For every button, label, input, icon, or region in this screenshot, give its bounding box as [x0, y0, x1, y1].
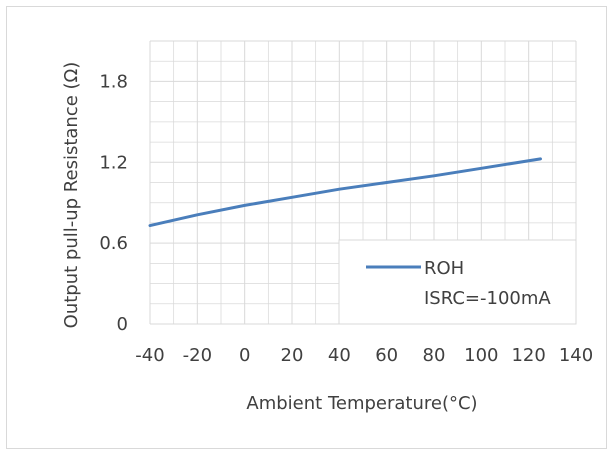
x-tick-label: -20 [183, 345, 212, 366]
x-tick-label: -40 [135, 345, 164, 366]
tick-layer: -40 -20 0 20 40 60 80 100 120 140 0 0.6 1.2 1.8 [99, 71, 593, 366]
legend-label-isrc: ISRC=-100mA [424, 288, 551, 309]
x-tick-label: 100 [464, 345, 498, 366]
legend-layer: ROH ISRC=-100mA [338, 239, 577, 325]
series-layer [148, 157, 542, 228]
x-tick-label: 80 [423, 345, 446, 366]
chart-border [6, 6, 607, 449]
x-axis-title: Ambient Temperature(°C) [246, 393, 477, 414]
legend-box [338, 239, 577, 325]
x-tick-label: 20 [281, 345, 304, 366]
x-tick-label: 0 [239, 345, 250, 366]
legend-label-roh: ROH [424, 258, 464, 279]
y-axis-title: Output pull-up Resistance (Ω) [61, 62, 82, 329]
y-tick-label: 0.6 [99, 233, 128, 254]
y-tick-label: 1.8 [99, 71, 128, 92]
series-line-roh [148, 157, 542, 228]
x-tick-label: 140 [559, 345, 593, 366]
x-tick-label: 120 [511, 345, 545, 366]
y-tick-label: 1.2 [99, 152, 128, 173]
x-tick-label: 40 [328, 345, 351, 366]
x-tick-label: 60 [375, 345, 398, 366]
y-tick-label: 0 [117, 314, 128, 335]
